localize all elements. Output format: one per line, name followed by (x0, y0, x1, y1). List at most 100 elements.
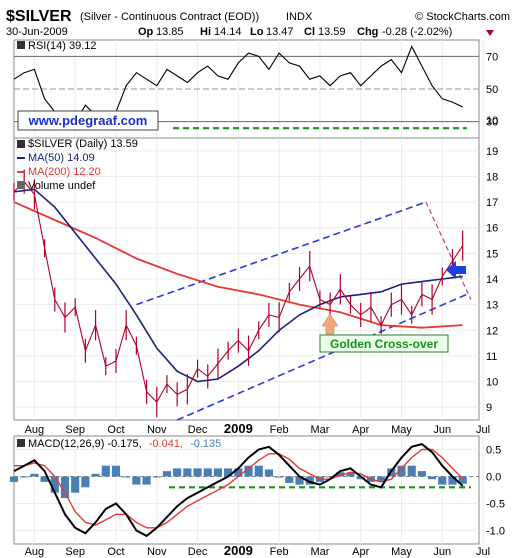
macd-histogram-bar (183, 468, 192, 477)
macd-histogram-bar (152, 476, 161, 478)
macd-x-tick: Jun (433, 546, 451, 558)
channel-upper-line (136, 201, 427, 306)
price-x-tick: 2009 (224, 421, 253, 436)
macd-histogram-bar (234, 468, 243, 477)
macd-legend: MACD(12,26,9) -0.175, -0.041, -0.135 (28, 438, 221, 450)
price-x-tick: Mar (310, 424, 329, 436)
macd-x-tick: May (391, 546, 412, 558)
macd-histogram-bar (305, 476, 314, 485)
volume-swatch (17, 181, 25, 189)
high-label: Hi (200, 26, 211, 38)
rsi-line (13, 45, 463, 126)
rsi-legend: RSI(14) 39.12 (28, 40, 96, 52)
change-label: Chg (357, 26, 378, 38)
macd-histogram-bar (336, 472, 345, 477)
close-label: Cl (304, 26, 315, 38)
source-label: © StockCharts.com (415, 11, 510, 23)
macd-histogram-bar (162, 471, 172, 477)
price-x-tick: Dec (188, 424, 208, 436)
watermark-text: www.pdegraaf.com (28, 113, 148, 128)
macd-histogram-bar (295, 476, 304, 485)
chart-description: (Silver - Continuous Contract (EOD)) (80, 11, 259, 23)
macd-histogram-bar (173, 468, 182, 477)
price-y-tick: 16 (486, 223, 498, 235)
rsi-y-tick: 50 (486, 84, 498, 96)
macd-histogram-bar (407, 465, 416, 477)
price-y-tick: 13 (486, 300, 498, 312)
price-y-tick: 17 (486, 197, 498, 209)
macd-y-tick: 0.0 (486, 472, 501, 484)
price-y-tick: 18 (486, 171, 498, 183)
macd-histogram-bar (417, 471, 426, 477)
price-legend-swatch (17, 140, 25, 148)
low-value: 13.47 (266, 26, 294, 38)
rsi-legend-swatch (17, 41, 25, 49)
macd-line (13, 443, 464, 538)
ohlc-readout: Op 13.85 Hi 14.14 Lo 13.47 Cl 13.59 Chg … (138, 26, 452, 38)
close-value: 13.59 (318, 26, 346, 38)
macd-x-tick: Aug (25, 546, 45, 558)
ma50-legend: MA(50) 14.09 (28, 152, 95, 164)
rsi-extra-tick: 10 (486, 115, 498, 127)
macd-histogram-bar (193, 468, 202, 477)
price-x-tick: May (391, 424, 412, 436)
macd-histogram-bar (101, 465, 110, 477)
annotation-box (319, 334, 449, 353)
macd-histogram-bar (356, 476, 365, 480)
price-y-tick: 9 (486, 402, 492, 414)
macd-histogram-bar (91, 473, 100, 477)
macd-x-tick: Oct (107, 546, 124, 558)
macd-legend-swatch (17, 439, 25, 447)
price-x-tick: Jul (476, 424, 490, 436)
price-x-tick: Apr (352, 424, 369, 436)
price-line (13, 180, 464, 404)
price-x-tick: Aug (25, 424, 45, 436)
price-legend: $SILVER (Daily) 13.59 (28, 138, 138, 150)
macd-histogram-bar (244, 465, 253, 477)
price-y-tick: 12 (486, 325, 498, 337)
macd-histogram-bar (142, 476, 151, 485)
exchange-label: INDX (286, 11, 313, 23)
macd-histogram-bar (9, 476, 19, 482)
macd-histogram-bar (438, 476, 447, 485)
price-y-tick: 15 (486, 248, 498, 260)
blue-left-arrow-icon (446, 261, 466, 279)
macd-histogram-bar (285, 476, 294, 483)
price-x-tick: Oct (107, 424, 124, 436)
macd-histogram-bar (264, 469, 274, 477)
macd-panel (13, 435, 480, 545)
rsi-y-tick: 70 (486, 51, 498, 63)
ma200-legend: MA(200) 12.20 (28, 166, 101, 178)
macd-legend-signal: -0.041, (149, 438, 183, 450)
price-y-tick: 10 (486, 377, 498, 389)
macd-x-tick: 2009 (224, 543, 253, 558)
macd-histogram-bar (397, 465, 406, 477)
macd-histogram-bar (224, 468, 233, 477)
chart-symbol: $SILVER (6, 8, 72, 25)
watermark-box (17, 110, 159, 131)
channel-lower-line (176, 293, 468, 421)
macd-histogram-bar (458, 476, 467, 484)
macd-histogram-bar (40, 476, 49, 482)
macd-legend-label: MACD(12,26,9) -0.175, (28, 438, 142, 450)
rsi-y-tick: 30 (486, 117, 498, 129)
macd-histogram-bar (213, 468, 223, 477)
price-x-tick: Feb (270, 424, 289, 436)
macd-x-tick: Nov (147, 546, 167, 558)
triangle-down-icon (486, 30, 494, 36)
macd-x-tick: Sep (65, 546, 85, 558)
downtrend-line (425, 201, 472, 300)
macd-histogram-bar (428, 476, 437, 480)
orange-up-arrow-icon (321, 313, 339, 335)
open-value: 13.85 (156, 26, 184, 38)
macd-y-tick: -1.0 (486, 526, 505, 538)
macd-histogram-bar (71, 476, 80, 493)
macd-histogram-bar (81, 476, 90, 488)
high-value: 14.14 (214, 26, 242, 38)
change-value: -0.28 (-2.02%) (382, 26, 452, 38)
macd-histogram-bar (275, 476, 284, 478)
price-x-tick: Nov (147, 424, 167, 436)
macd-histogram-bar (346, 472, 355, 477)
price-y-tick: 19 (486, 146, 498, 158)
